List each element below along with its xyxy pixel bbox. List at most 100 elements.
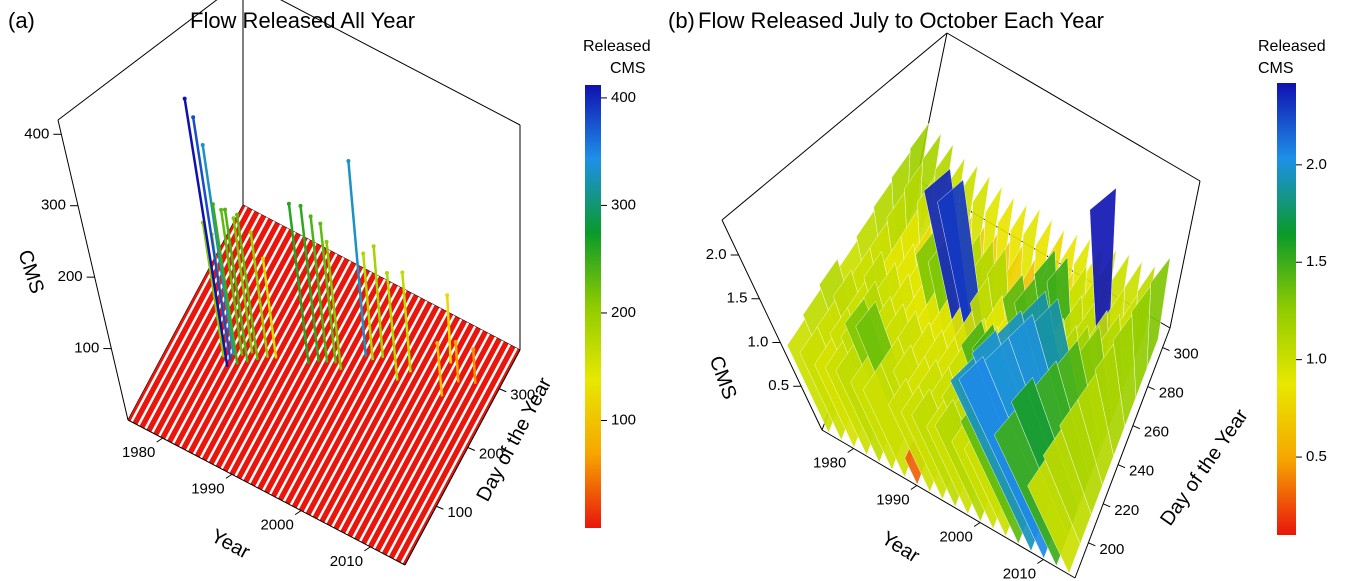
floor-stripe <box>386 340 504 557</box>
y-tick <box>467 447 476 451</box>
stem <box>454 341 460 383</box>
stem-tip <box>308 214 313 219</box>
stem <box>319 223 337 364</box>
floor-stripe <box>275 282 393 499</box>
stem-tip <box>286 201 291 206</box>
floor-stripe <box>331 311 449 528</box>
panel-label: (a) <box>8 8 35 33</box>
curtain-cell <box>1027 459 1081 574</box>
z-tick-label: 0.5 <box>768 377 789 394</box>
box-edge <box>1074 327 1171 579</box>
colorbar-tick-label: 300 <box>611 196 636 213</box>
floor-stripe <box>351 322 470 539</box>
stem <box>325 241 343 370</box>
stem-tip <box>371 244 376 249</box>
colorbar-title: Released <box>583 38 651 55</box>
floor-stripe <box>261 275 380 492</box>
chart-title: Flow Released All Year <box>190 8 415 33</box>
y-tick <box>1132 425 1141 430</box>
y-tick-label: 260 <box>1144 424 1169 441</box>
x-tick <box>156 437 163 443</box>
floor-stripe <box>324 307 442 524</box>
floor-stripe <box>372 333 490 550</box>
x-tick-label: 2010 <box>330 553 363 570</box>
stem-tip <box>191 115 196 120</box>
x-tick <box>910 485 918 490</box>
colorbar <box>1277 83 1296 535</box>
box-edge <box>946 32 1201 182</box>
z-tick-label: 1.5 <box>727 290 748 307</box>
panel: 1980 1990 2000 2010 100 200 300 100 200 300 400 (a)… <box>8 0 651 570</box>
y-tick <box>436 505 444 510</box>
floor-stripe <box>289 289 407 506</box>
y-tick-label: 200 <box>479 445 504 462</box>
floor-stripe <box>227 256 345 474</box>
z-tick-label: 1.0 <box>747 333 768 350</box>
stem <box>249 232 269 358</box>
floor-stripe <box>130 206 248 423</box>
box-edge <box>280 0 521 126</box>
y-axis-label: Day of the Year <box>1156 405 1253 530</box>
stem-tip <box>200 143 205 148</box>
box-edge <box>721 32 948 221</box>
x-axis-label: Year <box>207 525 253 564</box>
y-tick-label: 300 <box>1174 346 1199 363</box>
stem <box>201 222 225 358</box>
chart-title: Flow Released July to October Each Year <box>698 8 1104 33</box>
x-tick <box>1037 559 1044 564</box>
colorbar-tick-label: 400 <box>611 89 636 106</box>
stem <box>445 295 453 364</box>
stem-tip <box>182 96 187 101</box>
y-tick <box>1162 347 1170 351</box>
stem <box>183 98 229 367</box>
x-tick <box>364 546 371 552</box>
x-axis-label: Year <box>877 527 923 567</box>
box-edge <box>127 419 406 566</box>
y-tick <box>499 388 507 393</box>
stem-tip <box>346 159 351 164</box>
y-tick-label: 220 <box>1114 502 1139 519</box>
stem <box>347 160 368 357</box>
colorbar-tick-label: 1.0 <box>1306 351 1327 368</box>
x-tick-label: 1980 <box>813 454 846 471</box>
y-tick-label: 200 <box>1099 541 1124 558</box>
stem <box>201 144 235 356</box>
floor-stripe <box>241 264 359 481</box>
z-tick-label: 100 <box>74 340 99 357</box>
stem-tip <box>235 212 240 217</box>
stem-tip <box>435 341 440 346</box>
colorbar-tick-label: 0.5 <box>1306 448 1327 465</box>
stem <box>436 342 444 397</box>
stem-tip <box>361 251 366 256</box>
floor-stripe <box>151 217 269 434</box>
stem <box>287 203 310 365</box>
box-edge <box>821 429 1076 579</box>
panel: 1980 1990 2000 2010 200 220 240 260 280 300 0.5 1.0… <box>668 8 1327 581</box>
box-edge <box>57 119 129 421</box>
stem-tip <box>248 230 253 235</box>
stem <box>309 216 329 363</box>
floor-stripe <box>303 296 421 514</box>
floor-stripe <box>248 267 366 485</box>
y-tick-label: 300 <box>510 387 535 404</box>
stem-tip <box>231 216 236 221</box>
floor-stripe <box>365 329 484 546</box>
x-tick-label: 2010 <box>1003 565 1036 581</box>
stem-tip <box>223 207 228 212</box>
colorbar-tick-label: 100 <box>611 411 636 428</box>
colorbar-tick-label: 2.0 <box>1306 156 1327 173</box>
x-tick-label: 2000 <box>260 517 293 534</box>
colorbar-title: CMS <box>610 60 646 77</box>
floor-stripe <box>137 209 255 427</box>
x-tick-label: 1990 <box>876 491 909 508</box>
y-tick <box>1088 542 1096 547</box>
stem-tip <box>453 339 458 344</box>
colorbar-tick-label: 200 <box>611 304 636 321</box>
stem-tip <box>260 256 265 261</box>
stem-tip <box>471 347 476 352</box>
colorbar-title: Released <box>1258 38 1326 55</box>
stem <box>372 246 385 358</box>
stem <box>219 209 244 356</box>
stem <box>191 117 232 362</box>
y-tick-label: 100 <box>447 504 472 521</box>
